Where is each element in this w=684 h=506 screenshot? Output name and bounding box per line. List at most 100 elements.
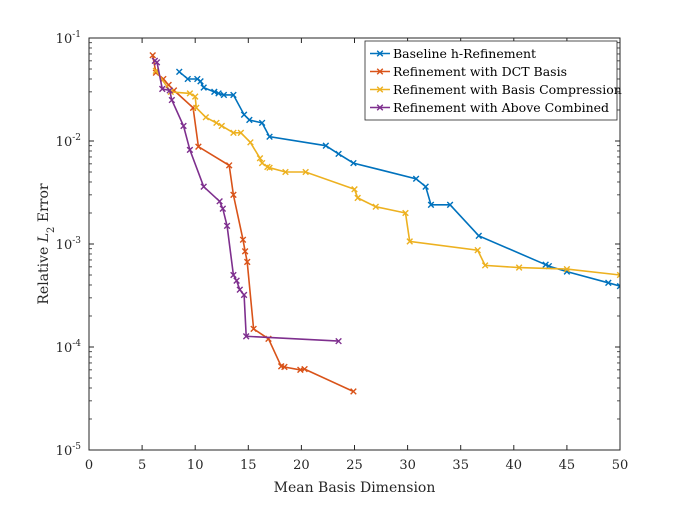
data-point xyxy=(168,96,176,104)
data-point xyxy=(219,205,227,213)
y-tick-exponent: -3 xyxy=(72,236,81,246)
y-axis-label-prefix: Relative xyxy=(36,242,52,304)
legend-entry: Refinement with Above Combined xyxy=(370,100,609,115)
data-point xyxy=(237,129,245,137)
plot-frame xyxy=(88,37,621,451)
data-point xyxy=(243,258,251,266)
y-tick-exponent: -5 xyxy=(72,442,81,452)
data-point xyxy=(281,363,288,371)
x-tick-label: 45 xyxy=(559,458,576,473)
data-point xyxy=(184,75,192,83)
data-point xyxy=(220,91,228,99)
data-point xyxy=(200,84,207,91)
legend-marker xyxy=(376,86,384,93)
data-point xyxy=(149,51,157,59)
series-baseline-h-refinement xyxy=(175,68,620,290)
y-tick-base: 10 xyxy=(56,444,73,459)
y-tick-base: 10 xyxy=(56,238,73,253)
data-point xyxy=(481,262,489,269)
data-point xyxy=(354,194,361,202)
data-point xyxy=(186,90,194,97)
y-tick-exponent: -2 xyxy=(72,133,81,143)
x-tick-label: 40 xyxy=(506,458,523,473)
x-tick-label: 10 xyxy=(187,458,204,473)
legend-box xyxy=(364,40,618,121)
legend-entry: Refinement with Basis Compression xyxy=(370,82,622,97)
data-point xyxy=(266,164,273,172)
x-tick-label: 0 xyxy=(85,458,93,473)
data-point xyxy=(302,168,309,176)
data-point xyxy=(240,291,248,299)
data-point xyxy=(236,286,244,293)
data-point xyxy=(192,104,200,112)
data-point xyxy=(322,142,330,150)
data-point xyxy=(246,116,253,124)
x-tick-label: 25 xyxy=(346,458,363,473)
data-point xyxy=(216,197,223,205)
data-point xyxy=(402,209,409,217)
series-refinement-with-above-combined xyxy=(151,57,342,345)
data-point xyxy=(474,246,481,254)
legend-marker xyxy=(376,68,384,75)
data-point xyxy=(475,232,483,240)
data-point xyxy=(175,68,183,76)
data-point xyxy=(422,183,429,190)
y-tick-label: 10-4 xyxy=(56,339,82,356)
data-point xyxy=(230,271,237,279)
y-tick-base: 10 xyxy=(56,341,73,356)
data-point xyxy=(211,88,218,96)
data-point xyxy=(515,264,523,271)
data-point xyxy=(256,154,264,162)
data-point xyxy=(350,388,357,395)
data-point xyxy=(241,247,249,255)
x-axis-label: Mean Basis Dimension xyxy=(274,480,436,496)
data-point xyxy=(616,271,620,279)
data-point xyxy=(258,119,266,127)
data-point xyxy=(427,201,435,209)
y-axis-label: Relative L2 Error xyxy=(36,183,57,305)
data-point xyxy=(282,168,289,176)
y-tick-exponent: -4 xyxy=(72,339,81,349)
data-point xyxy=(446,201,454,209)
y-axis-label-sub: 2 xyxy=(46,227,57,233)
data-point xyxy=(166,87,174,94)
data-point xyxy=(158,85,166,93)
data-point xyxy=(197,77,204,85)
y-tick-base: 10 xyxy=(56,135,73,150)
legend-label: Refinement with Above Combined xyxy=(393,100,609,115)
y-tick-exponent: -1 xyxy=(72,30,81,40)
x-tick-labels: 0 5 10 15 20 25 30 35 40 45 50 xyxy=(85,458,628,473)
data-point xyxy=(563,265,571,273)
data-point xyxy=(242,333,250,340)
x-tick-label: 5 xyxy=(138,458,146,473)
legend: Baseline h-Refinement Refinement with DCT… xyxy=(364,40,622,121)
data-point xyxy=(230,129,237,137)
data-point xyxy=(351,185,358,193)
x-tick-label: 35 xyxy=(452,458,469,473)
data-point xyxy=(266,133,273,141)
x-tick-label: 20 xyxy=(293,458,310,473)
data-point xyxy=(605,279,612,287)
y-tick-label: 10-5 xyxy=(56,442,82,459)
data-point xyxy=(195,143,202,151)
data-point xyxy=(233,277,240,285)
data-point xyxy=(412,175,420,183)
y-axis-label-suffix: Error xyxy=(36,183,52,226)
data-point xyxy=(239,236,247,244)
data-point xyxy=(335,150,342,158)
data-point xyxy=(406,238,414,245)
data-point xyxy=(250,325,257,333)
data-point xyxy=(230,191,237,199)
y-tick-label: 10-3 xyxy=(56,236,82,253)
data-point xyxy=(180,122,187,130)
series-line xyxy=(178,71,620,287)
data-point xyxy=(202,113,210,121)
data-point xyxy=(230,91,237,99)
legend-marker xyxy=(376,50,384,57)
data-point xyxy=(616,282,620,290)
y-tick-base: 10 xyxy=(56,32,73,47)
series-layer xyxy=(149,51,620,395)
data-point xyxy=(225,162,233,169)
data-point xyxy=(350,159,357,167)
